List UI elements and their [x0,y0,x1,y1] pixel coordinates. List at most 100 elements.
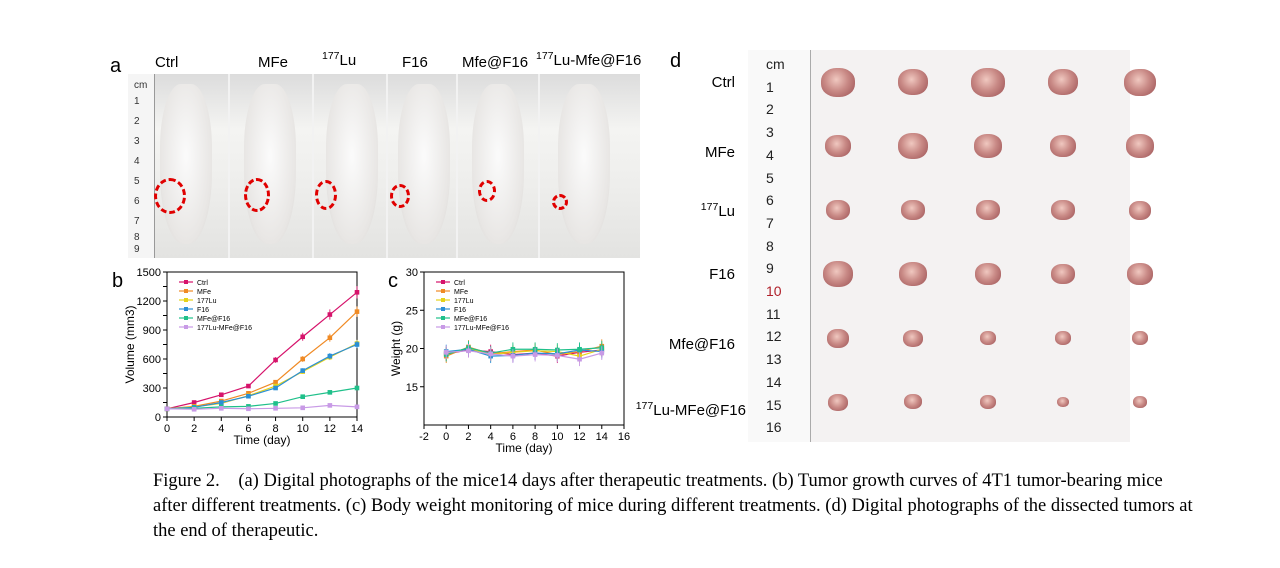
tumor-specimen [1055,331,1071,346]
data-point [273,379,278,385]
legend-label: 177Lu-MFe@F16 [454,325,509,332]
tumor-circle [315,180,337,210]
panel-letter-c: c [388,270,398,292]
x-tick-label: 4 [488,431,494,443]
board-ruler-number: 1 [766,78,774,95]
body-weight-chart: -2 0 2 4 6 8 10 12 14 16 15 20 25 30 Time (day) Weight … [389,267,630,455]
data-point [466,348,471,354]
dissected-tumors-photo: cm 1 2 3 4 5 6 7 8 9 10 11 12 13 14 15 16 [748,50,1156,442]
mouse-photo-lu-mfe-f16 [540,74,640,258]
tumor-row-label: Mfe@F16 [668,336,735,353]
tumor-specimen [1124,68,1156,96]
y-tick-label: 1200 [137,296,161,308]
tumor-circle [552,194,568,210]
ruler-number: 1 [134,96,140,107]
tumor-specimen [825,135,851,158]
tumor-specimen [899,262,927,287]
data-point [327,403,333,408]
mouse-label: F16 [402,54,428,71]
legend-marker [184,298,188,302]
series-line [446,348,602,357]
mouse-body [472,84,524,244]
mouse-photo-mfe-f16 [458,74,538,258]
plot-frame [166,271,358,418]
y-tick-label: 600 [143,354,161,366]
y-tick-label: 900 [143,325,161,337]
data-point [273,385,278,391]
series-line [166,387,358,410]
data-point [327,312,333,317]
mouse-photo-lu [314,74,386,258]
figure-number: Figure 2. [153,471,220,491]
legend-label: MFe@F16 [454,316,487,323]
data-point [191,406,197,412]
tumor-specimen [1127,263,1153,286]
tumor-specimen [828,393,848,411]
data-point [246,404,251,409]
tumor-specimen [1048,69,1078,96]
x-tick-label: 6 [245,423,251,435]
ruler-number: 5 [134,176,140,187]
data-point [354,309,360,314]
series-line [446,347,602,356]
legend-marker [441,280,445,284]
x-tick-label: 16 [618,431,630,443]
data-point [218,400,224,405]
x-tick-label: 14 [596,431,608,443]
panel-letter-b: b [112,270,124,292]
board-ruler-number: 7 [766,214,774,231]
legend-label: F16 [197,307,209,314]
data-point [327,390,333,395]
board-ruler: cm 1 2 3 4 5 6 7 8 9 10 11 12 13 14 15 16 [748,50,811,442]
y-axis-label: Weight (g) [389,321,403,376]
mouse-body [558,84,610,244]
data-point [300,368,306,373]
data-point [577,346,582,352]
x-tick-label: 12 [573,431,585,443]
y-tick-label: 30 [406,267,418,279]
board-ruler-number: 11 [766,305,781,322]
mouse-photo-mfe [230,74,312,258]
x-axis-label: Time (day) [234,433,291,447]
tumor-specimen [1129,200,1151,220]
x-tick-label: 14 [351,423,363,435]
mouse-body [244,84,296,244]
legend-marker [441,325,445,329]
x-tick-label: 0 [443,431,449,443]
tumor-specimen [904,394,922,410]
mouse-body [160,84,212,244]
mouse-label: 177Lu-Mfe@F16 [536,50,642,69]
board-ruler-number: cm [766,56,785,72]
legend-marker [184,289,188,293]
data-point [510,353,516,359]
tumor-row-label: Ctrl [711,74,735,91]
x-tick-label: 6 [510,431,516,443]
legend-label: 177Lu [454,298,474,305]
data-point [218,392,224,398]
tumor-specimen [974,134,1002,159]
x-tick-label: 0 [164,423,170,435]
legend-label: MFe [197,289,211,296]
x-axis-label: Time (day) [496,441,553,455]
tumor-specimen [898,69,928,96]
data-point [246,391,251,396]
legend-label: MFe@F16 [197,316,230,323]
legend-marker [184,316,188,320]
mouse-photo-f16 [388,74,456,258]
board-ruler-number: 4 [766,146,774,163]
tumor-specimen [898,133,928,160]
tumor-specimen [1133,396,1147,409]
ruler-number: 3 [134,136,140,147]
mouse-body [398,84,450,244]
tumor-specimen [1132,331,1148,346]
x-tick-label: 10 [551,431,563,443]
x-tick-label: 12 [324,423,336,435]
data-point [300,394,306,399]
data-point [327,353,333,359]
mouse-label: MFe [258,54,288,71]
x-tick-label: 2 [465,431,471,443]
ruler-number: cm [134,80,148,91]
tumor-specimen [980,331,996,346]
tumor-specimen [975,263,1001,286]
tumor-specimen [903,329,923,347]
